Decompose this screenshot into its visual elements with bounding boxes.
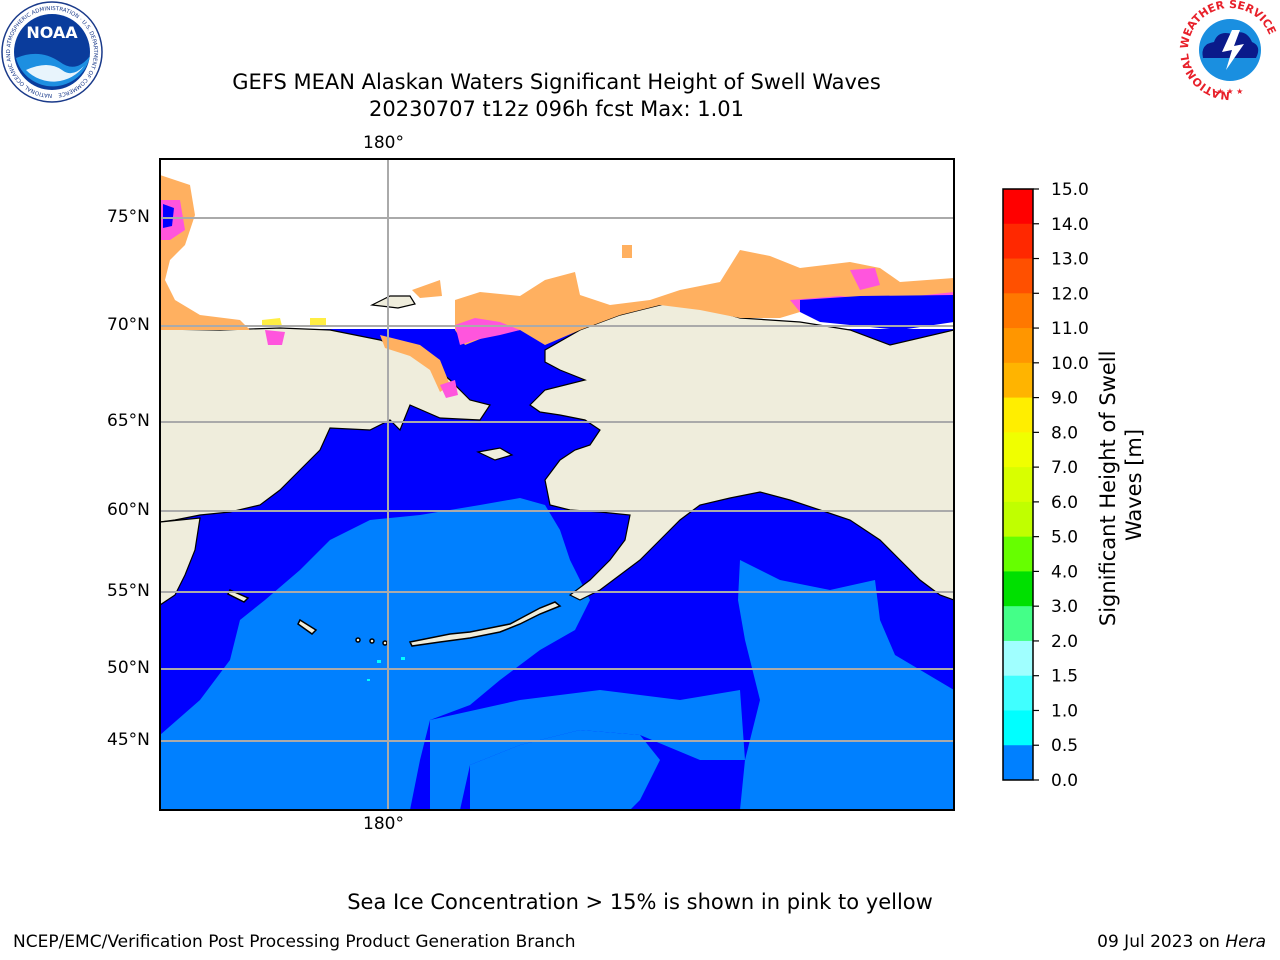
map-frame <box>159 158 955 811</box>
sea-ice-overlay <box>160 175 954 398</box>
colorbar-tick-label: 10.0 <box>1051 354 1089 374</box>
colorbar-tick-label: 5.0 <box>1051 528 1078 548</box>
colorbar-bin <box>1003 223 1033 260</box>
nws-logo: NATIONAL WEATHER SERVICE ★ ★ ★ <box>1178 0 1279 102</box>
ice-west <box>160 175 250 330</box>
colorbar-tick-label: 9.0 <box>1051 389 1078 409</box>
colorbar-bin <box>1003 571 1033 607</box>
colorbar-tick-label: 14.0 <box>1051 215 1089 235</box>
lat-label-65: 65°N <box>107 411 150 431</box>
colorbar-tick-label: 6.0 <box>1051 493 1078 513</box>
colorbar-bin <box>1003 710 1033 746</box>
graticule <box>160 159 954 810</box>
colorbar-bin <box>1003 640 1033 677</box>
colorbar-bin <box>1003 606 1033 642</box>
colorbar-tick-label: 2.0 <box>1051 632 1078 652</box>
colorbar-label: Significant Height of Swell Waves [m] <box>1096 344 1146 626</box>
footer-date: 09 Jul 2023 on Hera <box>1097 932 1266 952</box>
colorbar-bin <box>1003 536 1033 572</box>
colorbar-bin <box>1003 397 1033 433</box>
colorbar-bin <box>1003 258 1033 294</box>
ocean-mid-west <box>160 498 590 810</box>
colorbar-tick-label: 1.5 <box>1051 667 1078 687</box>
colorbar-tick-label: 15.0 <box>1051 180 1089 200</box>
noaa-logo-text: NOAA <box>26 23 78 42</box>
chart-title: GEFS MEAN Alaskan Waters Significant Hei… <box>232 70 881 94</box>
footer-host: Hera <box>1225 932 1266 952</box>
svg-text:★ ★ ★: ★ ★ ★ <box>1217 87 1244 96</box>
colorbar-bin <box>1003 328 1033 364</box>
colorbar-bin <box>1003 745 1033 781</box>
colorbar-tick-label: 13.0 <box>1051 250 1089 270</box>
colorbar-tick-label: 4.0 <box>1051 562 1078 582</box>
land-st-lawrence <box>476 447 514 461</box>
colorbar-tick-label: 0.5 <box>1051 736 1078 756</box>
ice-ess <box>380 335 450 392</box>
lat-label-45: 45°N <box>107 730 150 750</box>
sea-ice-note: Sea Ice Concentration > 15% is shown in … <box>347 890 933 914</box>
colorbar-tick-label: 3.0 <box>1051 597 1078 617</box>
land-kamchatka <box>160 517 201 606</box>
lat-label-70: 70°N <box>107 315 150 335</box>
colorbar-bin <box>1003 293 1033 329</box>
land-alaska <box>529 299 954 601</box>
lat-label-60: 60°N <box>107 500 150 520</box>
lat-label-55: 55°N <box>107 581 150 601</box>
colorbar-bin <box>1003 675 1033 711</box>
colorbar-frame <box>1002 188 1034 781</box>
footer-date-text: 09 Jul 2023 on <box>1097 932 1226 952</box>
colorbar-bin <box>1003 501 1033 538</box>
ocean-mid-strip <box>430 690 745 810</box>
footer-branch: NCEP/EMC/Verification Post Processing Pr… <box>13 932 576 952</box>
ocean-mid-central <box>470 730 660 810</box>
lat-label-50: 50°N <box>107 658 150 678</box>
colorbar-tick-label: 0.0 <box>1051 771 1078 791</box>
lon-label-bottom: 180° <box>363 814 404 834</box>
colorbar-bin <box>1003 189 1033 225</box>
lat-label-75: 75°N <box>107 207 150 227</box>
lon-label-top: 180° <box>363 133 404 153</box>
ice-chukchi <box>455 250 954 345</box>
colorbar-tick-label: 8.0 <box>1051 423 1078 443</box>
chart-subtitle: 20230707 t12z 096h fcst Max: 1.01 <box>369 97 744 121</box>
colorbar-tick-label: 12.0 <box>1051 284 1089 304</box>
colorbar-tick-label: 11.0 <box>1051 319 1089 339</box>
colorbar-tick-label: 7.0 <box>1051 458 1078 478</box>
ocean-mid-east <box>738 560 954 810</box>
colorbar-bin <box>1003 362 1033 399</box>
colorbar-tick-label: 1.0 <box>1051 701 1078 721</box>
colorbar-bin <box>1003 432 1033 468</box>
colorbar-bin <box>1003 467 1033 503</box>
noaa-logo: NATIONAL OCEANIC AND ATMOSPHERIC ADMINIS… <box>1 1 103 103</box>
